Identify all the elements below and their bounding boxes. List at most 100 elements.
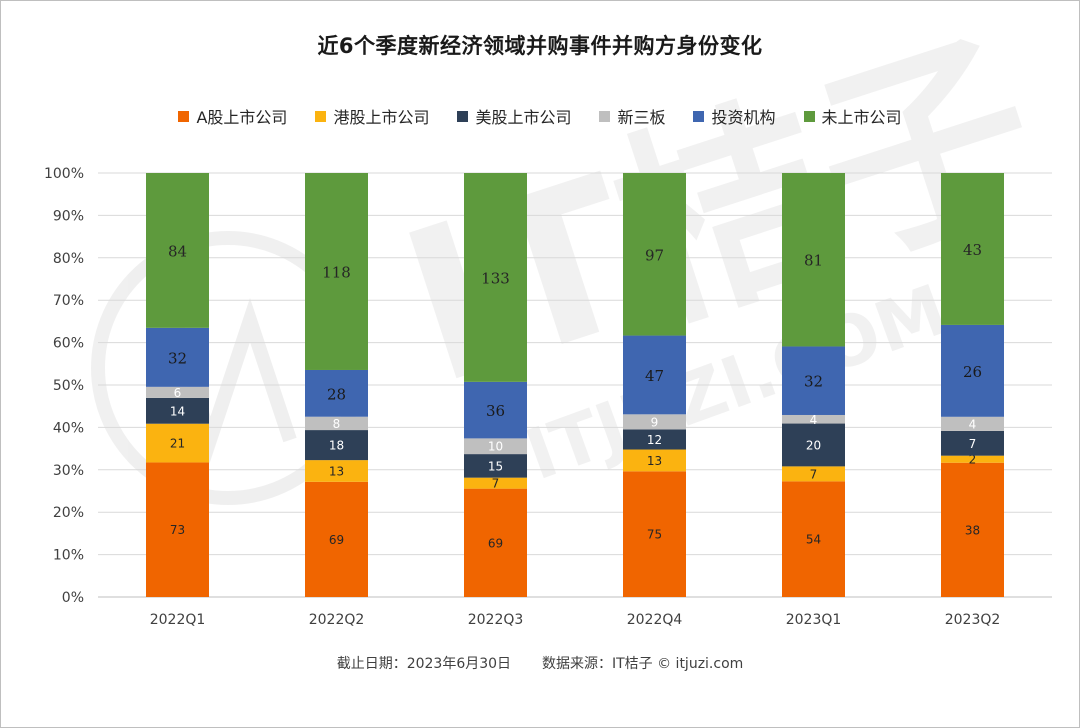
legend-swatch — [457, 110, 469, 122]
data-label: 69 — [488, 536, 503, 550]
legend-label: 港股上市公司 — [333, 108, 430, 127]
chart-footer: 截止日期：2023年6月30日 数据来源：IT桔子 © itjuzi.com — [0, 653, 1080, 673]
legend-label: A股上市公司 — [196, 108, 288, 127]
data-label: 97 — [645, 246, 664, 264]
y-tick-label: 10% — [53, 548, 84, 564]
data-label: 18 — [329, 439, 344, 453]
data-label: 6 — [174, 386, 182, 400]
y-tick-label: 60% — [53, 336, 84, 352]
bar-segment — [305, 173, 368, 370]
bar-segment — [305, 481, 368, 597]
legend-swatch — [803, 110, 815, 122]
chart-legend: A股上市公司 港股上市公司 美股上市公司 新三板 投资机构 未上市公司 — [0, 104, 1080, 128]
legend-swatch — [693, 110, 705, 122]
data-label: 10 — [488, 440, 503, 454]
bar-segment — [305, 369, 368, 417]
x-tick-label: 2022Q3 — [468, 612, 524, 628]
data-label: 2 — [969, 453, 977, 467]
data-label: 69 — [329, 533, 344, 547]
y-tick-label: 100% — [44, 166, 84, 182]
data-label: 32 — [168, 349, 187, 367]
data-label: 12 — [647, 433, 662, 447]
data-label: 15 — [488, 459, 503, 473]
bar-segment — [305, 416, 368, 431]
footer-source: 数据来源：IT桔子 © itjuzi.com — [541, 656, 744, 672]
data-label: 26 — [963, 363, 982, 381]
data-label: 7 — [810, 467, 818, 481]
bar-segment — [305, 430, 368, 461]
legend-item: 美股上市公司 — [457, 104, 571, 128]
y-tick-label: 50% — [53, 378, 84, 394]
bar-segment — [623, 173, 686, 336]
data-label: 84 — [168, 242, 187, 260]
x-tick-label: 2022Q4 — [627, 612, 683, 628]
bar-segment — [146, 327, 209, 387]
data-label: 4 — [969, 417, 977, 431]
y-tick-label: 40% — [53, 420, 84, 436]
y-tick-label: 20% — [53, 505, 84, 521]
data-label: 32 — [804, 373, 823, 391]
data-label: 7 — [969, 437, 977, 451]
data-label: 4 — [810, 413, 818, 427]
x-tick-label: 2023Q2 — [945, 612, 1001, 628]
data-label: 118 — [322, 263, 351, 281]
legend-label: 投资机构 — [711, 108, 776, 127]
data-label: 75 — [647, 528, 662, 542]
data-label: 28 — [327, 385, 346, 403]
data-label: 47 — [645, 367, 664, 385]
legend-item: 港股上市公司 — [315, 104, 429, 128]
legend-label: 未上市公司 — [821, 108, 902, 127]
data-label: 81 — [804, 252, 823, 270]
bar-segment — [623, 335, 686, 415]
data-label: 20 — [806, 438, 821, 452]
y-tick-label: 90% — [53, 208, 84, 224]
y-tick-label: 70% — [53, 293, 84, 309]
bar-segment — [623, 429, 686, 450]
bar-segment — [464, 438, 527, 455]
x-tick-label: 2023Q1 — [786, 612, 842, 628]
bar-segment — [146, 173, 209, 328]
data-label: 8 — [333, 417, 341, 431]
legend-label: 美股上市公司 — [475, 108, 572, 127]
data-label: 13 — [647, 454, 662, 468]
data-label: 38 — [965, 523, 980, 537]
x-tick-label: 2022Q2 — [309, 612, 365, 628]
footer-date: 截止日期：2023年6月30日 — [336, 656, 512, 672]
x-tick-label: 2022Q1 — [150, 612, 206, 628]
bar-segment — [782, 481, 845, 597]
data-label: 9 — [651, 415, 659, 429]
bar-segment — [623, 449, 686, 472]
bar-segment — [782, 466, 845, 482]
bar-segment — [623, 414, 686, 430]
y-tick-label: 30% — [53, 463, 84, 479]
bar-segment — [782, 423, 845, 467]
bar-segment — [305, 460, 368, 482]
bar-segment — [782, 346, 845, 415]
legend-item: A股上市公司 — [178, 104, 287, 128]
legend-item: 新三板 — [599, 104, 665, 128]
bar-segment — [782, 173, 845, 347]
legend-item: 未上市公司 — [803, 104, 902, 128]
bar-segment — [941, 430, 1004, 456]
bar-segment — [941, 173, 1004, 325]
y-tick-label: 80% — [53, 251, 84, 267]
bar-segment — [464, 173, 527, 382]
data-label: 54 — [806, 533, 821, 547]
legend-swatch — [178, 110, 190, 122]
bar-segment — [941, 324, 1004, 417]
bar-segment — [146, 386, 209, 398]
bar-segment — [464, 477, 527, 489]
bar-segment — [464, 381, 527, 439]
y-tick-label: 0% — [62, 590, 84, 606]
data-label: 36 — [486, 402, 505, 420]
data-label: 7 — [492, 477, 500, 491]
bar-segment — [464, 454, 527, 478]
legend-swatch — [599, 110, 611, 122]
data-label: 14 — [170, 404, 185, 418]
legend-label: 新三板 — [617, 108, 666, 127]
data-label: 21 — [170, 437, 185, 451]
bar-segment — [941, 455, 1004, 463]
bar-segment — [782, 414, 845, 424]
data-label: 73 — [170, 523, 185, 537]
